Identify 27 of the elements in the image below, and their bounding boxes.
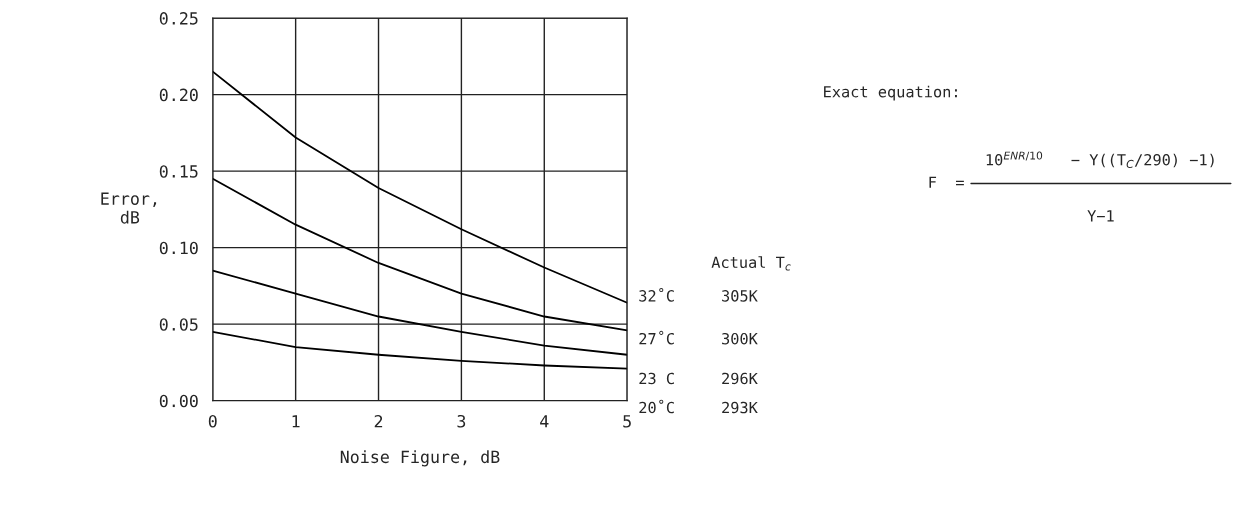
text: 10$^{ENR/10}$ − Y((T$_{C}$/290) −1) — [986, 151, 1214, 168]
y-tick-label: 0.25 — [159, 12, 198, 25]
y-tick-label: 0.10 — [159, 241, 198, 255]
x-tick-label: 0 — [208, 414, 217, 428]
x-tick-label: 5 — [623, 415, 631, 428]
series-label: 32˚C 305K — [639, 288, 758, 302]
text: Actual T$_{c}$ — [711, 256, 791, 271]
series-label: 23 C 296K — [639, 372, 758, 385]
y-tick-label: 0.05 — [159, 318, 198, 331]
x-tick-label: 3 — [457, 414, 466, 428]
y-axis-title: Error, dB — [101, 192, 157, 224]
line-series — [212, 269, 628, 356]
x-tick-label: 4 — [540, 415, 549, 428]
y-tick-label: 0.00 — [159, 394, 198, 408]
x-tick-label: 1 — [292, 415, 300, 428]
y-tick-label: 0.15 — [159, 165, 198, 178]
line-series — [212, 330, 628, 370]
text: F = — [929, 176, 964, 188]
x-axis-title: Noise Figure, dB — [340, 450, 500, 467]
x-tick-label: 2 — [374, 414, 383, 428]
y-tick-label: 0.20 — [159, 88, 198, 102]
line-series — [212, 177, 628, 332]
text: Y−1 — [1087, 210, 1114, 222]
text: 20˚C 293K — [639, 399, 758, 414]
line-series — [212, 70, 628, 304]
text: Exact equation: — [824, 85, 957, 101]
series-label: 27˚C 300K — [639, 330, 758, 345]
